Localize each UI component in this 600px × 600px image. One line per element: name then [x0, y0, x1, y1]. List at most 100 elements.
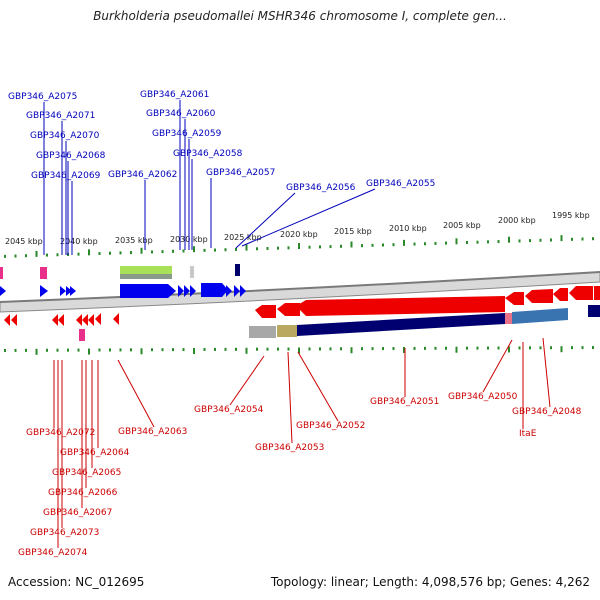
arrow-fwd-6	[120, 284, 176, 298]
connector-reverse	[117, 359, 155, 428]
scale-ticks-bottom	[4, 346, 594, 355]
connector-reverse	[482, 339, 513, 393]
gene-label-reverse: GBP346_A2064	[60, 448, 130, 458]
scale-label: 2010 kbp	[389, 224, 427, 233]
feature-navy-edge	[588, 305, 600, 317]
feature-grey-2062	[120, 274, 172, 279]
feature-pink-2075	[40, 267, 47, 279]
gene-label-reverse: GBP346_A2052	[296, 421, 365, 431]
connector-reverse	[287, 351, 293, 444]
arrow-fwd-11	[226, 285, 232, 297]
gene-label-reverse: GBP346_A2074	[18, 548, 88, 558]
gene-label-forward: GBP346_A2069	[31, 171, 101, 181]
arrow-rev-4	[58, 314, 64, 326]
arrow-fwd-4	[66, 286, 72, 296]
arrow-rev-2050	[505, 292, 524, 305]
scale-label: 2045 kbp	[5, 237, 43, 246]
gene-label-reverse: GBP346_A2072	[26, 428, 95, 438]
gene-label-forward: GBP346_A2068	[36, 151, 106, 161]
gene-label-reverse: GBP346_A2048	[512, 407, 582, 417]
arrow-fwd-7	[178, 285, 184, 297]
connector-reverse	[297, 351, 339, 422]
scale-label: 2005 kbp	[443, 221, 481, 230]
topology-summary: Topology: linear; Length: 4,098,576 bp; …	[270, 575, 590, 589]
gene-label-reverse: GBP346_A2051	[370, 397, 439, 407]
connector-reverse	[229, 355, 265, 406]
arrow-rev-7	[88, 314, 94, 326]
arrow-rev-2049	[525, 289, 553, 303]
arrow-fwd-10	[201, 283, 228, 297]
arrow-fwd-12	[234, 285, 240, 297]
scale-label: 2035 kbp	[115, 236, 153, 245]
gene-label-reverse: GBP346_A2054	[194, 405, 264, 415]
feature-grey-2061	[190, 266, 194, 278]
map-title: Burkholderia pseudomallei MSHR346 chromo…	[93, 9, 507, 23]
feature-steel-itae	[512, 308, 568, 324]
gene-label-forward: GBP346_A2059	[152, 129, 222, 139]
scale-label: 2040 kbp	[60, 237, 98, 246]
reverse-features	[4, 286, 600, 341]
arrow-rev-2047	[569, 286, 593, 300]
connector-forward	[235, 192, 296, 249]
arrow-fwd-13	[240, 285, 246, 297]
feature-olive-2053	[277, 325, 297, 337]
arrow-rev-5	[76, 314, 82, 326]
gene-label-reverse: GBP346_A2066	[48, 488, 118, 498]
gene-label-reverse: GBP346_A2053	[255, 443, 324, 453]
arrow-rev-2048	[553, 288, 568, 301]
arrow-rev-8	[95, 313, 101, 325]
feature-green-2062	[120, 266, 172, 275]
feature-pink-edge	[0, 267, 3, 279]
scale-label: 2015 kbp	[334, 227, 372, 236]
connector-reverse	[542, 337, 551, 408]
gene-label-reverse: GBP346_A2073	[30, 528, 99, 538]
scale-label: 2020 kbp	[280, 230, 318, 239]
feature-red-edge	[594, 286, 600, 300]
arrow-rev-3	[52, 314, 58, 326]
gene-label-forward: GBP346_A2062	[108, 170, 177, 180]
gene-label-reverse: GBP346_A2063	[118, 427, 187, 437]
feature-grey-2054	[249, 326, 276, 338]
gene-label-forward: GBP346_A2070	[30, 131, 100, 141]
arrow-fwd-2	[40, 285, 48, 297]
arrow-rev-6	[82, 314, 88, 326]
gene-label-forward: GBP346_A2071	[26, 111, 95, 121]
arrow-rev-2	[11, 314, 17, 326]
gene-label-reverse: ItaE	[519, 429, 537, 439]
feature-pink-2072	[79, 329, 85, 341]
arrow-rev-2054	[255, 305, 276, 318]
feature-pink-2050	[505, 313, 512, 324]
gene-labels: GBP346_A2075 GBP346_A2071 GBP346_A2070 GBP3…	[8, 90, 582, 558]
feature-navy-2057	[235, 264, 240, 276]
gene-label-forward: GBP346_A2058	[173, 149, 243, 159]
arrow-fwd-3	[60, 286, 66, 296]
gene-label-forward: GBP346_A2075	[8, 92, 77, 102]
gene-label-forward: GBP346_A2060	[146, 109, 216, 119]
scale-label: 1995 kbp	[552, 211, 590, 220]
arrow-fwd-8	[184, 285, 190, 297]
chromosome-band-edge	[0, 271, 600, 303]
arrow-fwd-1	[0, 286, 6, 296]
connector-forward	[241, 188, 376, 247]
label-connectors	[43, 100, 551, 548]
forward-features	[0, 264, 246, 298]
arrow-rev-1	[4, 314, 10, 326]
gene-label-forward: GBP346_A2057	[206, 168, 275, 178]
scale-label: 2000 kbp	[498, 216, 536, 225]
arrow-fwd-5	[70, 286, 76, 296]
arrow-rev-2052	[277, 303, 300, 316]
arrow-rev-2051	[296, 296, 505, 316]
gene-label-forward: GBP346_A2061	[140, 90, 209, 100]
gene-label-reverse: GBP346_A2067	[43, 508, 112, 518]
arrow-rev-9	[113, 313, 119, 325]
feature-navy-2051	[297, 313, 505, 336]
gene-label-reverse: GBP346_A2050	[448, 392, 518, 402]
gene-label-reverse: GBP346_A2065	[52, 468, 121, 478]
arrow-fwd-9	[190, 285, 196, 297]
accession-label: Accession: NC_012695	[8, 575, 145, 589]
gene-label-forward: GBP346_A2055	[366, 179, 435, 189]
scale-label: 2025 kbp	[224, 233, 262, 242]
gene-label-forward: GBP346_A2056	[286, 183, 356, 193]
